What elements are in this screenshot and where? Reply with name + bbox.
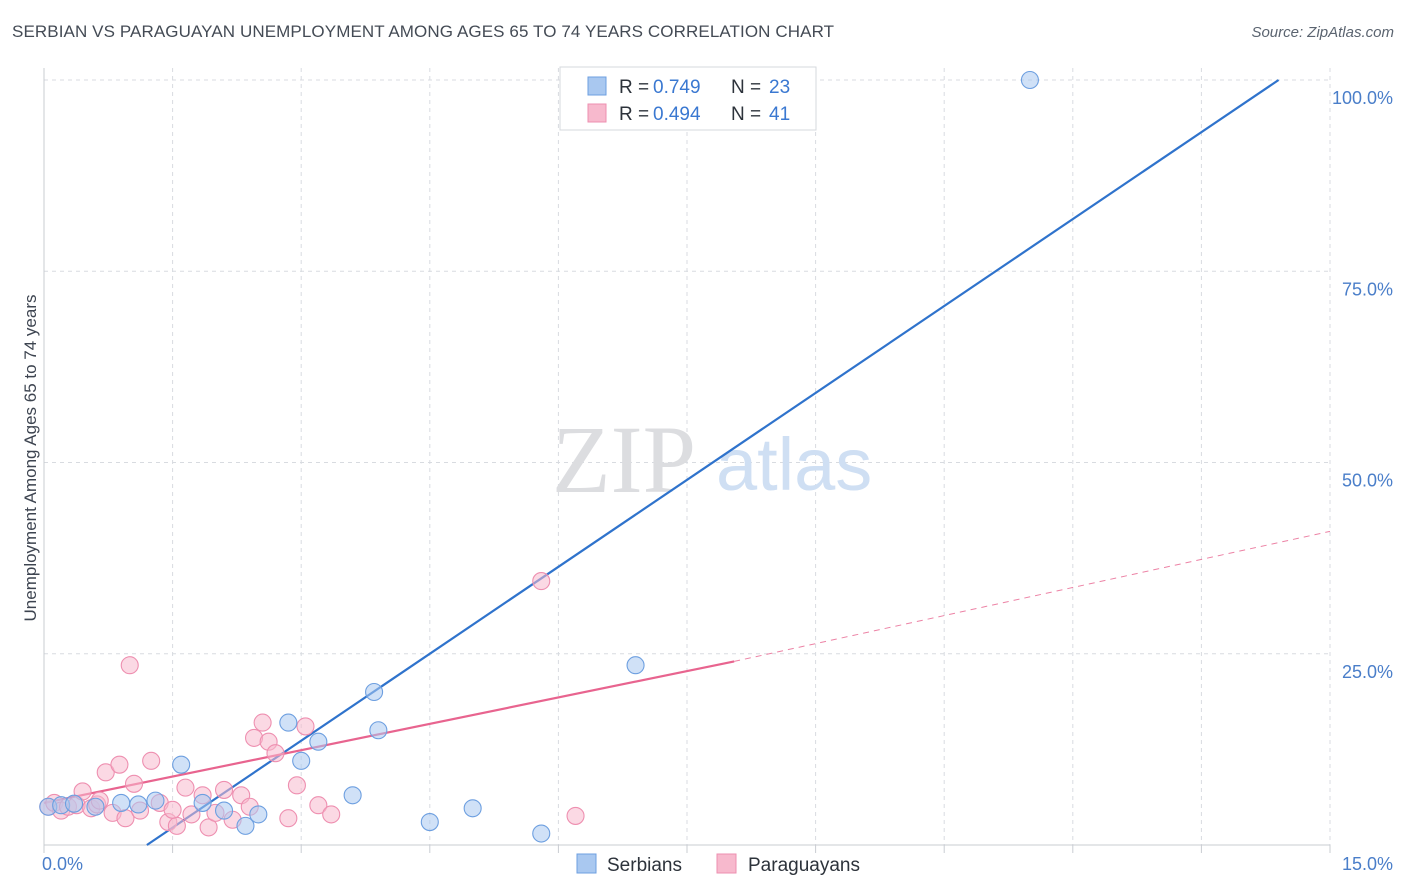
point-paraguayans [296,717,315,736]
trend-line-paraguayans [43,660,735,805]
stats-n-label-serbians: N = [731,77,761,98]
point-layer [39,70,1039,843]
point-paraguayans [124,774,144,793]
stats-n-value-serbians: 23 [769,77,790,98]
y-tick-label: 75.0% [1342,279,1393,299]
axis-layer [43,68,1331,853]
chart-title: SERBIAN VS PARAGUAYAN UNEMPLOYMENT AMONG… [12,22,835,41]
point-paraguayans [120,656,139,675]
point-serbians [249,805,268,824]
point-serbians [420,812,439,832]
point-serbians [129,795,148,814]
point-paraguayans [279,809,298,828]
y-tick-label: 50.0% [1342,471,1393,491]
x-tick-label: 15.0% [1342,854,1393,874]
point-paraguayans [163,800,182,819]
watermark: ZIP atlas [552,406,872,513]
point-serbians [86,797,105,816]
point-serbians [343,786,362,805]
watermark-atlas: atlas [716,423,872,506]
stats-n-value-paraguayans: 41 [769,104,790,125]
point-paraguayans [176,778,195,797]
point-serbians [626,656,645,675]
y-tick-label: 25.0% [1342,662,1393,682]
point-serbians [236,816,255,835]
legend-swatch-serbians[interactable] [576,853,597,874]
point-paraguayans [142,751,161,770]
point-serbians [292,751,311,770]
y-tick-label: 100.0% [1332,88,1393,108]
point-serbians [365,682,384,702]
point-paraguayans [96,763,115,782]
point-serbians [463,799,482,818]
stats-swatch-paraguayans [587,103,607,123]
legend-swatch-paraguayans[interactable] [716,853,737,874]
point-paraguayans [182,805,201,824]
watermark-zip: ZIP [552,406,696,513]
point-serbians [309,732,328,751]
label-layer: 100.0% 75.0% 50.0% 25.0% 0.0% 15.0% Unemployme… [21,88,1393,874]
point-serbians [172,755,191,774]
point-paraguayans [199,818,218,837]
point-paraguayans [266,744,285,763]
stats-swatch-serbians [587,76,607,96]
point-paraguayans [322,805,341,824]
point-serbians [193,793,212,812]
trend-line-serbians [146,79,1280,846]
point-serbians [532,824,551,843]
point-serbians [146,791,165,810]
stats-n-label-paraguayans: N = [731,104,761,125]
stats-r-value-serbians: 0.749 [653,77,701,98]
point-serbians [369,721,388,740]
y-axis-label: Unemployment Among Ages 65 to 74 years [21,295,40,622]
point-serbians [214,801,234,820]
point-paraguayans [287,776,306,795]
point-paraguayans [566,806,585,825]
stats-box: R = 0.749 N = 23 R = 0.494 N = 41 [559,66,817,131]
legend-label-paraguayans[interactable]: Paraguayans [748,855,860,876]
point-serbians [64,794,84,813]
point-paraguayans [167,816,186,835]
source-credit: Source: ZipAtlas.com [1251,24,1394,41]
point-paraguayans [73,782,92,801]
point-serbians [112,793,131,812]
point-paraguayans [309,796,328,815]
point-paraguayans [253,713,272,732]
trend-layer [43,79,1331,846]
point-paraguayans [214,780,234,799]
point-paraguayans [110,755,129,774]
stats-r-value-paraguayans: 0.494 [653,104,701,125]
legend: Serbians Paraguayans [576,853,860,876]
stats-r-label-serbians: R = [619,77,649,98]
stats-r-label-paraguayans: R = [619,104,649,125]
point-serbians [1020,70,1039,90]
x-tick-label: 0.0% [42,854,83,874]
trend-extension-paraguayans [734,530,1331,662]
legend-label-serbians[interactable]: Serbians [607,855,682,876]
point-paraguayans [532,572,551,591]
point-serbians [279,713,298,732]
